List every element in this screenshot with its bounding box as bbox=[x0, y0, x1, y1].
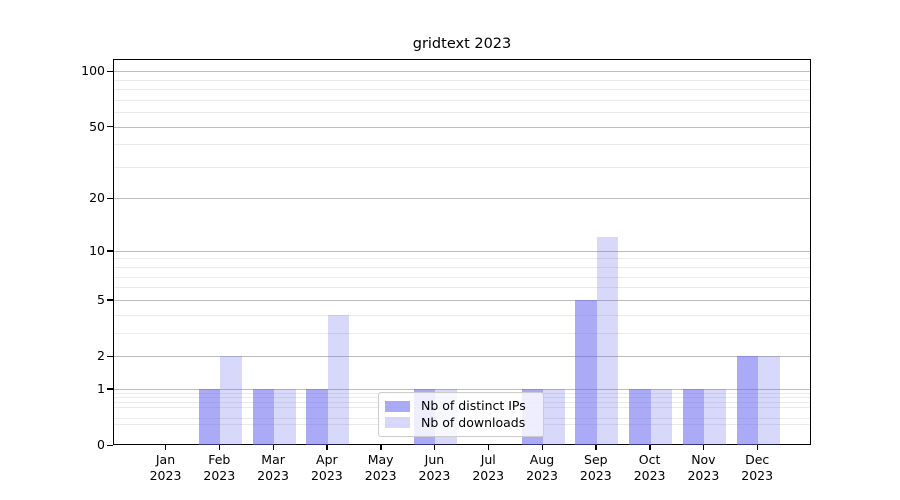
legend-item-downloads: Nb of downloads bbox=[385, 415, 535, 431]
gridline-minor bbox=[114, 314, 810, 316]
legend: Nb of distinct IPs Nb of downloads bbox=[378, 392, 544, 437]
y-tick-mark bbox=[107, 126, 113, 128]
y-tick-label-10: 10 bbox=[89, 242, 105, 258]
bar-distinct-ips-mar bbox=[252, 388, 275, 445]
x-tick-label-dec: Dec 2023 bbox=[741, 452, 774, 483]
y-tick-mark bbox=[107, 70, 113, 73]
x-tick-mark bbox=[756, 445, 759, 450]
bar-downloads-oct bbox=[650, 388, 673, 445]
y-tick-label-2: 2 bbox=[97, 348, 105, 363]
gridline-major-50 bbox=[114, 126, 810, 128]
legend-item-distinct-ips: Nb of distinct IPs bbox=[385, 398, 535, 414]
x-tick-label-apr: Apr 2023 bbox=[310, 452, 343, 483]
gridline-minor bbox=[114, 332, 810, 334]
gridline-minor bbox=[114, 89, 810, 91]
x-tick-mark bbox=[165, 445, 167, 450]
bar-downloads-mar bbox=[274, 388, 296, 445]
y-tick-mark bbox=[107, 250, 113, 252]
gridline-minor bbox=[114, 276, 810, 278]
y-tick-label-0: 0 bbox=[97, 437, 105, 452]
gridline-major-20 bbox=[114, 198, 810, 200]
legend-label-distinct-ips: Nb of distinct IPs bbox=[421, 398, 526, 414]
bar-downloads-aug bbox=[543, 388, 565, 445]
x-tick-mark bbox=[541, 445, 543, 450]
y-tick-label-50: 50 bbox=[89, 118, 105, 134]
bar-distinct-ips-sep bbox=[575, 299, 597, 445]
x-tick-mark bbox=[702, 445, 705, 450]
legend-label-downloads: Nb of downloads bbox=[421, 414, 526, 430]
y-tick-label-1: 1 bbox=[97, 380, 105, 396]
x-tick-label-nov: Nov 2023 bbox=[687, 452, 720, 483]
gridline-major-2 bbox=[114, 356, 810, 357]
gridline-minor bbox=[114, 79, 810, 81]
x-tick-label-oct: Oct 2023 bbox=[633, 452, 666, 483]
gridline-minor bbox=[114, 112, 810, 114]
gridline-major-1 bbox=[114, 388, 810, 390]
gridline-minor bbox=[114, 144, 810, 146]
bar-downloads-nov bbox=[704, 388, 726, 445]
gridline-minor bbox=[114, 267, 810, 269]
x-tick-mark bbox=[218, 445, 221, 450]
x-tick-mark bbox=[649, 445, 651, 450]
gridline-minor bbox=[114, 258, 810, 260]
x-tick-mark bbox=[487, 445, 490, 450]
x-tick-label-jan: Jan 2023 bbox=[149, 452, 182, 483]
y-tick-mark bbox=[107, 299, 113, 301]
legend-swatch-downloads bbox=[385, 417, 410, 429]
plot-area bbox=[113, 59, 811, 445]
bar-distinct-ips-apr bbox=[306, 388, 328, 445]
gridline-major-5 bbox=[114, 299, 810, 301]
x-tick-mark bbox=[272, 445, 274, 450]
bar-distinct-ips-oct bbox=[629, 388, 651, 445]
chart-title: gridtext 2023 bbox=[412, 36, 512, 52]
gridline-minor bbox=[114, 166, 810, 168]
bar-distinct-ips-nov bbox=[682, 388, 705, 445]
gridline-minor bbox=[114, 287, 810, 289]
y-tick-mark bbox=[107, 355, 113, 357]
bar-downloads-apr bbox=[327, 314, 350, 445]
x-tick-label-feb: Feb 2023 bbox=[203, 452, 236, 483]
bar-distinct-ips-feb bbox=[198, 388, 221, 445]
y-tick-mark bbox=[107, 444, 113, 446]
x-tick-mark bbox=[433, 445, 436, 450]
legend-swatch-distinct-ips bbox=[385, 400, 410, 412]
bar-downloads-sep bbox=[596, 237, 619, 445]
bar-downloads-feb bbox=[220, 356, 242, 445]
gridline-minor bbox=[114, 99, 810, 101]
x-tick-label-mar: Mar 2023 bbox=[257, 452, 289, 483]
y-tick-label-5: 5 bbox=[97, 291, 105, 307]
gridline-major-100 bbox=[114, 71, 810, 73]
x-tick-mark bbox=[326, 445, 328, 450]
bar-downloads-dec bbox=[758, 356, 780, 445]
x-tick-label-aug: Aug 2023 bbox=[526, 452, 558, 483]
y-tick-mark bbox=[107, 388, 113, 390]
y-tick-mark bbox=[107, 197, 113, 200]
bar-distinct-ips-dec bbox=[736, 356, 759, 445]
x-tick-mark bbox=[380, 445, 382, 450]
gridline-major-10 bbox=[114, 250, 810, 252]
x-tick-label-may: May 2023 bbox=[364, 452, 397, 483]
y-tick-label-100: 100 bbox=[81, 63, 105, 79]
x-tick-mark bbox=[595, 445, 597, 450]
x-tick-label-sep: Sep 2023 bbox=[579, 452, 612, 483]
y-tick-label-20: 20 bbox=[89, 190, 105, 206]
x-tick-label-jul: Jul 2023 bbox=[472, 452, 505, 483]
x-tick-label-jun: Jun 2023 bbox=[418, 452, 451, 483]
